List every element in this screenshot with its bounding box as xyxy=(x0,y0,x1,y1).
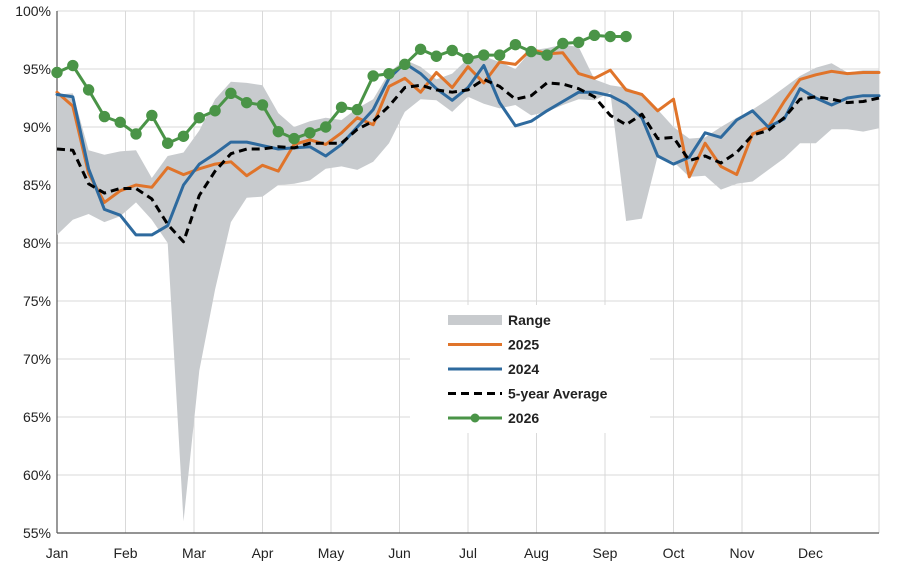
data-point-2026 xyxy=(572,36,585,49)
data-point-2026 xyxy=(620,30,632,43)
y-tick-label: 60% xyxy=(23,467,51,483)
series-line-5-year-average xyxy=(56,77,880,244)
x-tick-label: Nov xyxy=(730,545,755,561)
legend-label-2024: 2024 xyxy=(508,361,539,377)
y-tick-label: 85% xyxy=(23,177,51,193)
data-point-2026 xyxy=(430,50,443,62)
data-point-2026 xyxy=(272,125,285,138)
x-tick-label: May xyxy=(318,545,344,561)
data-point-2026 xyxy=(335,101,348,113)
x-tick-label: Aug xyxy=(524,545,549,561)
data-point-2026 xyxy=(161,137,174,149)
y-tick-label: 70% xyxy=(23,351,51,367)
data-point-2026 xyxy=(67,59,79,72)
data-point-2026 xyxy=(525,45,537,58)
data-point-2026 xyxy=(146,109,158,122)
legend-marker-2026 xyxy=(470,413,480,423)
data-point-2026 xyxy=(604,30,616,43)
x-tick-label: Jul xyxy=(459,545,477,561)
x-tick-label: Mar xyxy=(182,545,206,561)
legend-label-2026: 2026 xyxy=(508,410,539,426)
data-point-2026 xyxy=(51,66,63,79)
data-point-2026 xyxy=(209,105,221,117)
data-point-2026 xyxy=(446,44,458,57)
x-tick-label: Oct xyxy=(663,545,685,561)
data-point-2026 xyxy=(225,87,237,100)
data-point-2026 xyxy=(177,130,190,142)
x-tick-label: Apr xyxy=(252,545,274,561)
y-tick-label: 55% xyxy=(23,525,51,541)
data-point-2026 xyxy=(320,121,332,133)
data-point-2026 xyxy=(414,43,427,55)
series-line-2024 xyxy=(55,61,881,237)
data-point-2026 xyxy=(256,99,269,111)
series-layer xyxy=(51,29,881,522)
data-point-2026 xyxy=(493,49,506,61)
data-point-2026 xyxy=(541,49,553,61)
y-axis-ticks: 55% 60% 65% 70% 75% 80% 85% 90% 95% 100% xyxy=(15,3,51,541)
x-tick-label: Dec xyxy=(798,545,823,561)
legend-label-2025: 2025 xyxy=(508,337,539,353)
data-point-2026 xyxy=(82,84,95,96)
x-tick-label: Jan xyxy=(46,545,69,561)
data-point-2026 xyxy=(288,132,300,145)
y-tick-label: 80% xyxy=(23,235,51,251)
data-point-2026 xyxy=(588,29,601,42)
data-point-2026 xyxy=(114,116,126,129)
y-tick-label: 100% xyxy=(15,3,51,19)
legend: Range 2025 2024 5-year Average 2026 xyxy=(410,305,650,433)
data-point-2026 xyxy=(98,110,111,123)
data-point-2026 xyxy=(509,38,522,51)
x-tick-label: Sep xyxy=(593,545,618,561)
data-point-2026 xyxy=(383,67,395,80)
data-point-2026 xyxy=(399,58,411,71)
x-tick-label: Feb xyxy=(113,545,137,561)
legend-label-range: Range xyxy=(508,312,551,328)
data-point-2026 xyxy=(130,128,142,140)
data-point-2026 xyxy=(351,103,364,116)
legend-label-5-year-average: 5-year Average xyxy=(508,386,608,402)
series-range-band xyxy=(57,44,879,522)
y-tick-label: 75% xyxy=(23,293,51,309)
y-tick-label: 95% xyxy=(23,61,51,77)
y-tick-label: 65% xyxy=(23,409,51,425)
data-point-2026 xyxy=(193,112,205,124)
data-point-2026 xyxy=(240,96,253,109)
x-axis-ticks: Jan Feb Mar Apr May Jun Jul Aug Sep Oct Nov Dec xyxy=(46,545,823,561)
data-point-2026 xyxy=(367,70,379,82)
data-point-2026 xyxy=(462,52,474,65)
data-point-2026 xyxy=(478,49,490,61)
y-tick-label: 90% xyxy=(23,119,51,135)
data-point-2026 xyxy=(557,37,569,50)
x-tick-label: Jun xyxy=(388,545,411,561)
legend-swatch-range xyxy=(448,315,502,325)
data-point-2026 xyxy=(304,127,316,139)
